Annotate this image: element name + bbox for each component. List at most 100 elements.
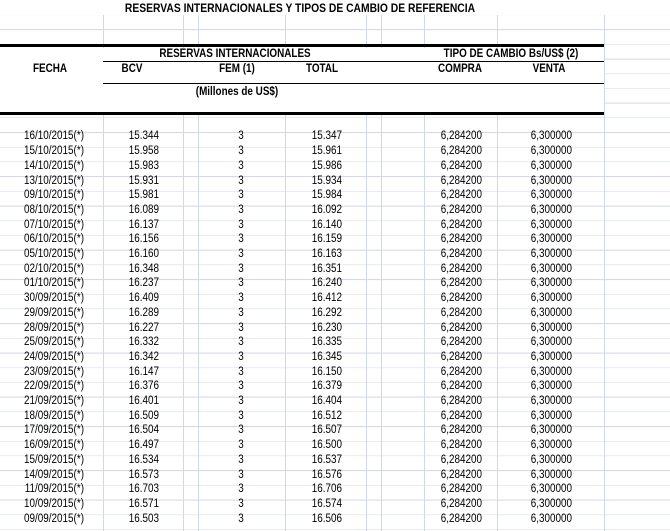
cell-fecha[interactable]: 07/10/2015(*) bbox=[24, 218, 84, 231]
cell-fecha[interactable]: 11/09/2015(*) bbox=[24, 483, 84, 496]
cell-venta[interactable]: 6,300000 bbox=[530, 145, 572, 158]
cell-venta[interactable]: 6,300000 bbox=[530, 189, 572, 202]
cell-venta[interactable]: 6,300000 bbox=[530, 248, 572, 260]
cell-fecha[interactable]: 14/10/2015(*) bbox=[24, 159, 84, 172]
cell-fecha[interactable]: 21/09/2015(*) bbox=[24, 395, 84, 407]
cell-compra[interactable]: 6,284200 bbox=[440, 483, 482, 496]
cell-fecha[interactable]: 30/09/2015(*) bbox=[24, 292, 84, 305]
cell-total[interactable]: 16.507 bbox=[311, 424, 342, 437]
cell-fem[interactable]: 3 bbox=[238, 321, 244, 334]
cell-compra[interactable]: 6,284200 bbox=[440, 145, 482, 158]
cell-fem[interactable]: 3 bbox=[238, 380, 244, 393]
cell-fecha[interactable]: 05/10/2015(*) bbox=[24, 248, 84, 260]
cell-compra[interactable]: 6,284200 bbox=[440, 189, 482, 202]
cell-compra[interactable]: 6,284200 bbox=[440, 439, 482, 452]
cell-venta[interactable]: 6,300000 bbox=[530, 277, 572, 290]
cell-fem[interactable]: 3 bbox=[238, 306, 244, 319]
cell-venta[interactable]: 6,300000 bbox=[530, 159, 572, 172]
cell-fem[interactable]: 3 bbox=[238, 218, 244, 231]
cell-venta[interactable]: 6,300000 bbox=[530, 439, 572, 452]
cell-compra[interactable]: 6,284200 bbox=[440, 336, 482, 349]
cell-total[interactable]: 16.230 bbox=[311, 321, 342, 334]
cell-fem[interactable]: 3 bbox=[238, 159, 244, 172]
cell-bcv[interactable]: 16.497 bbox=[128, 439, 159, 452]
cell-total[interactable]: 16.537 bbox=[311, 453, 342, 466]
cell-fem[interactable]: 3 bbox=[238, 262, 244, 275]
cell-venta[interactable]: 6,300000 bbox=[530, 218, 572, 231]
cell-fecha[interactable]: 28/09/2015(*) bbox=[24, 321, 84, 334]
cell-bcv[interactable]: 16.571 bbox=[128, 497, 159, 510]
cell-fem[interactable]: 3 bbox=[238, 189, 244, 202]
cell-fem[interactable]: 3 bbox=[238, 483, 244, 496]
cell-fem[interactable]: 3 bbox=[238, 424, 244, 437]
cell-total[interactable]: 16.163 bbox=[311, 248, 342, 260]
cell-fem[interactable]: 3 bbox=[238, 336, 244, 349]
cell-fecha[interactable]: 13/10/2015(*) bbox=[24, 174, 84, 187]
cell-total[interactable]: 16.335 bbox=[311, 336, 342, 349]
cell-compra[interactable]: 6,284200 bbox=[440, 277, 482, 290]
cell-fecha[interactable]: 16/10/2015(*) bbox=[24, 130, 84, 143]
cell-compra[interactable]: 6,284200 bbox=[440, 468, 482, 481]
cell-fecha[interactable]: 06/10/2015(*) bbox=[24, 233, 84, 246]
cell-fecha[interactable]: 09/09/2015(*) bbox=[24, 512, 84, 525]
cell-fecha[interactable]: 17/09/2015(*) bbox=[24, 424, 84, 437]
cell-venta[interactable]: 6,300000 bbox=[530, 233, 572, 246]
cell-fecha[interactable]: 25/09/2015(*) bbox=[24, 336, 84, 349]
cell-total[interactable]: 16.379 bbox=[311, 380, 342, 393]
cell-compra[interactable]: 6,284200 bbox=[440, 292, 482, 305]
cell-bcv[interactable]: 16.089 bbox=[128, 203, 159, 216]
cell-venta[interactable]: 6,300000 bbox=[530, 292, 572, 305]
cell-fecha[interactable]: 29/09/2015(*) bbox=[24, 306, 84, 319]
cell-bcv[interactable]: 15.344 bbox=[128, 130, 159, 143]
cell-compra[interactable]: 6,284200 bbox=[440, 130, 482, 143]
cell-bcv[interactable]: 16.342 bbox=[128, 350, 159, 363]
cell-total[interactable]: 16.576 bbox=[311, 468, 342, 481]
cell-fecha[interactable]: 22/09/2015(*) bbox=[24, 380, 84, 393]
cell-venta[interactable]: 6,300000 bbox=[530, 497, 572, 510]
cell-venta[interactable]: 6,300000 bbox=[530, 468, 572, 481]
cell-bcv[interactable]: 16.332 bbox=[128, 336, 159, 349]
cell-fem[interactable]: 3 bbox=[238, 439, 244, 452]
cell-fem[interactable]: 3 bbox=[238, 365, 244, 378]
cell-venta[interactable]: 6,300000 bbox=[530, 321, 572, 334]
cell-total[interactable]: 15.984 bbox=[311, 189, 342, 202]
cell-total[interactable]: 16.706 bbox=[311, 483, 342, 496]
cell-fem[interactable]: 3 bbox=[238, 174, 244, 187]
cell-bcv[interactable]: 16.573 bbox=[128, 468, 159, 481]
cell-fem[interactable]: 3 bbox=[238, 130, 244, 143]
cell-bcv[interactable]: 16.703 bbox=[128, 483, 159, 496]
cell-total[interactable]: 16.150 bbox=[311, 365, 342, 378]
cell-bcv[interactable]: 15.931 bbox=[128, 174, 159, 187]
cell-fem[interactable]: 3 bbox=[238, 350, 244, 363]
cell-fem[interactable]: 3 bbox=[238, 145, 244, 158]
cell-fecha[interactable]: 16/09/2015(*) bbox=[24, 439, 84, 452]
cell-venta[interactable]: 6,300000 bbox=[530, 336, 572, 349]
cell-total[interactable]: 16.404 bbox=[311, 395, 342, 407]
cell-fecha[interactable]: 09/10/2015(*) bbox=[24, 189, 84, 202]
cell-compra[interactable]: 6,284200 bbox=[440, 233, 482, 246]
cell-bcv[interactable]: 15.958 bbox=[128, 145, 159, 158]
cell-venta[interactable]: 6,300000 bbox=[530, 203, 572, 216]
cell-compra[interactable]: 6,284200 bbox=[440, 321, 482, 334]
cell-bcv[interactable]: 15.983 bbox=[128, 159, 159, 172]
cell-venta[interactable]: 6,300000 bbox=[530, 453, 572, 466]
cell-compra[interactable]: 6,284200 bbox=[440, 453, 482, 466]
cell-total[interactable]: 15.347 bbox=[311, 130, 342, 143]
cell-bcv[interactable]: 16.409 bbox=[128, 292, 159, 305]
cell-compra[interactable]: 6,284200 bbox=[440, 380, 482, 393]
cell-bcv[interactable]: 16.504 bbox=[128, 424, 159, 437]
cell-bcv[interactable]: 16.401 bbox=[128, 395, 159, 407]
cell-compra[interactable]: 6,284200 bbox=[440, 159, 482, 172]
cell-total[interactable]: 16.412 bbox=[311, 292, 342, 305]
cell-fem[interactable]: 3 bbox=[238, 248, 244, 260]
cell-fecha[interactable]: 08/10/2015(*) bbox=[24, 203, 84, 216]
cell-fecha[interactable]: 10/09/2015(*) bbox=[24, 497, 84, 510]
cell-venta[interactable]: 6,300000 bbox=[530, 512, 572, 525]
cell-venta[interactable]: 6,300000 bbox=[530, 365, 572, 378]
cell-total[interactable]: 15.961 bbox=[311, 145, 342, 158]
cell-venta[interactable]: 6,300000 bbox=[530, 380, 572, 393]
cell-bcv[interactable]: 16.348 bbox=[128, 262, 159, 275]
cell-bcv[interactable]: 16.237 bbox=[128, 277, 159, 290]
cell-venta[interactable]: 6,300000 bbox=[530, 174, 572, 187]
